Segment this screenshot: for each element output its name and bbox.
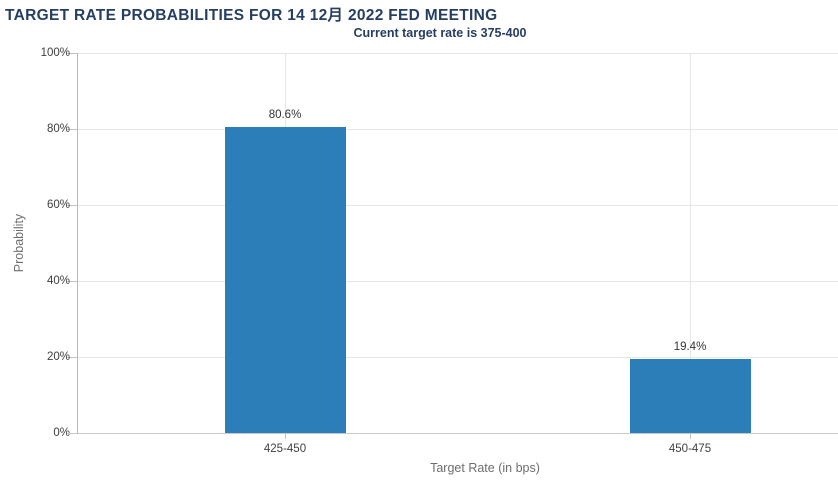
- y-axis-tick: [67, 205, 77, 206]
- x-axis-line: [67, 433, 838, 434]
- y-tick-label: 0%: [53, 427, 70, 439]
- y-tick-label: 80%: [46, 123, 70, 135]
- y-tick-label: 20%: [46, 351, 70, 363]
- y-gridline: [77, 129, 838, 130]
- chart-title: TARGET RATE PROBABILITIES FOR 14 12月 202…: [5, 7, 498, 24]
- y-axis-tick: [67, 53, 77, 54]
- bar-value-label: 80.6%: [268, 109, 302, 121]
- y-tick-label: 100%: [40, 47, 70, 59]
- bar-value-label: 19.4%: [673, 341, 707, 353]
- chart-subtitle: Current target rate is 375-400: [353, 26, 527, 40]
- category-gridline: [690, 53, 691, 433]
- y-gridline: [77, 281, 838, 282]
- probability-bar[interactable]: [225, 127, 346, 433]
- y-tick-label: 40%: [46, 275, 70, 287]
- y-axis-line: [77, 53, 78, 433]
- x-axis-tick: [285, 433, 286, 439]
- y-tick-label: 60%: [46, 199, 70, 211]
- y-axis-title: Probability: [12, 213, 26, 273]
- x-tick-label: 450-475: [668, 443, 712, 455]
- y-axis-tick: [67, 281, 77, 282]
- probability-bar[interactable]: [630, 359, 751, 433]
- y-gridline: [77, 357, 838, 358]
- y-axis-tick: [67, 357, 77, 358]
- x-axis-title: Target Rate (in bps): [430, 461, 540, 475]
- y-axis-tick: [67, 129, 77, 130]
- x-tick-label: 425-450: [263, 443, 307, 455]
- y-gridline: [77, 53, 838, 54]
- x-axis-tick: [690, 433, 691, 439]
- y-gridline: [77, 205, 838, 206]
